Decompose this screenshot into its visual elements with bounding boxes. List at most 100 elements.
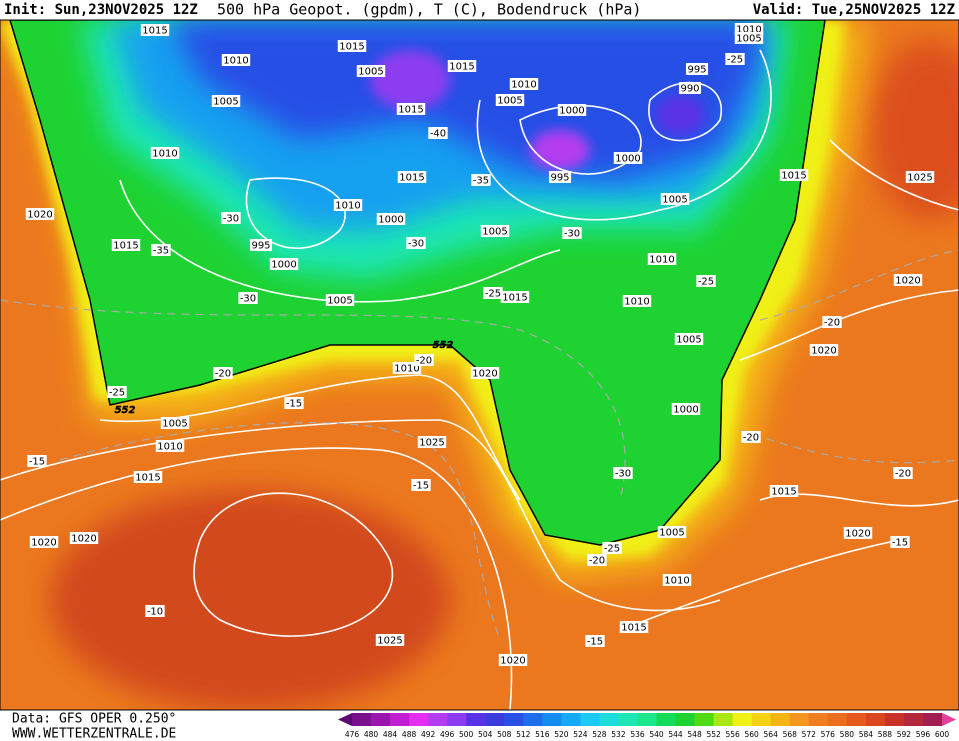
temperature-label: -25 [602, 542, 622, 555]
temperature-label-box [585, 635, 605, 647]
temperature-label-text: -25 [698, 277, 714, 288]
isobar-label-box [333, 199, 363, 211]
temperature-label: -10 [145, 605, 165, 618]
colorbar-label: 592 [897, 730, 912, 739]
colorbar-label: 600 [935, 730, 950, 739]
colorbar-label: 500 [459, 730, 474, 739]
colorbar-swatch [827, 713, 848, 726]
colorbar-swatch [656, 713, 677, 726]
isobar-label-text: 1025 [377, 636, 402, 647]
colorbar-label: 556 [725, 730, 740, 739]
isobar-label: 1025 [905, 171, 935, 184]
isobar-label: 1005 [657, 526, 687, 539]
isobar [245, 177, 346, 249]
isobar-label-text: 1005 [659, 528, 684, 539]
isobar-label: 1025 [375, 634, 405, 647]
isobar-label-box [376, 213, 406, 225]
isobar-label: 1000 [376, 213, 406, 226]
isobar-label: 1020 [809, 344, 839, 357]
isobar-label: 1010 [392, 362, 422, 375]
temperature-label: -30 [221, 212, 241, 225]
temperature-label: -15 [890, 536, 910, 549]
temperature-label: -20 [741, 431, 761, 444]
temperature-label-text: -10 [147, 607, 163, 618]
colorbar-label: 572 [802, 730, 817, 739]
temperature-label-text: -15 [413, 481, 429, 492]
isobar-label-text: 1005 [497, 96, 522, 107]
colorbar-swatch [618, 713, 638, 726]
isobar [829, 139, 959, 211]
isobar-label: 1000 [671, 403, 701, 416]
field-warm [50, 490, 450, 710]
isobar-label: 1010 [333, 199, 363, 212]
isobar-label-box [69, 532, 99, 544]
isobar-label-text: 1000 [378, 215, 403, 226]
isobar-label: 1010 [150, 147, 180, 160]
colorbar-label: 520 [554, 730, 569, 739]
temperature-label-box [893, 467, 913, 479]
isobar-label-text: 1015 [621, 623, 646, 634]
temperature-label-text: -25 [604, 544, 620, 555]
height-label: 552 [115, 405, 136, 416]
temperature-label-text: -30 [240, 294, 256, 305]
isobar-label-text: 1005 [162, 419, 187, 430]
colorbar-label: 516 [535, 730, 550, 739]
colorbar-swatch [523, 713, 543, 726]
colorbar-swatch [352, 713, 372, 726]
temperature-label-text: -30 [408, 239, 424, 250]
colorbar-label: 480 [364, 730, 379, 739]
isotherm [759, 249, 959, 321]
temperature-label-box [414, 354, 434, 366]
isobar-label-text: 1005 [327, 296, 352, 307]
colorbar-swatch [713, 713, 734, 726]
isobar-label-text: 1020 [811, 346, 836, 357]
isobar-label-box [495, 94, 525, 106]
isobar-label-box [548, 171, 572, 183]
temperature-label: -25 [483, 287, 503, 300]
colorbar: 476 480 484 488 492 496 500 504 508 512 516 520 524 5… [338, 713, 956, 739]
isobar [193, 492, 394, 637]
colorbar-swatch [504, 713, 524, 726]
isobar-label-text: 1015 [399, 173, 424, 184]
temperature-label: -15 [411, 479, 431, 492]
temperature-label: -25 [725, 53, 745, 66]
temperature-label-box [221, 212, 241, 224]
isobar-label-box [325, 294, 355, 306]
isobar-label-text: 1005 [676, 335, 701, 346]
colorbar-swatch [371, 713, 391, 726]
isobar-label: 1005 [356, 65, 386, 78]
isobar-label-box [29, 536, 59, 548]
isobar-label-text: 995 [550, 173, 569, 184]
map-title: 500 hPa Geopot. (gpdm), T (C), Bodendruc… [217, 1, 641, 19]
map-frame [0, 19, 959, 711]
temperature-label-box [411, 479, 431, 491]
isobar-label-text: 1010 [335, 201, 360, 212]
isobar-label: 1020 [498, 654, 528, 667]
temperature-label-box [696, 275, 716, 287]
isobar-label: 1015 [500, 291, 530, 304]
isobar-label-box [397, 171, 427, 183]
temperature-label: -20 [893, 467, 913, 480]
temperature-label-box [602, 542, 622, 554]
isobar-label-box [249, 239, 273, 251]
temperature-label: -35 [151, 244, 171, 257]
isobar-label-text: 1020 [472, 369, 497, 380]
colorbar-label: 588 [878, 730, 893, 739]
isobar-label-box [674, 333, 704, 345]
isobar-label-text: 1010 [152, 149, 177, 160]
temperature-label-box [107, 386, 127, 398]
map-labels: 1015 1010 1005 1010 1020 1015 995 1000 1005 1015 1… [25, 23, 935, 667]
temperature-label-box [145, 605, 165, 617]
colorbar-swatch [789, 713, 810, 726]
colorbar-swatch [466, 713, 486, 726]
colorbar-swatch [428, 713, 448, 726]
colorbar-swatch [580, 713, 600, 726]
colorbar-swatch [903, 713, 924, 726]
temperature-label-box [587, 554, 607, 566]
colorbar-swatch [390, 713, 410, 726]
temperature-label-box [741, 431, 761, 443]
temperature-label: -15 [27, 455, 47, 468]
isobar-label-text: 995 [251, 241, 270, 252]
temperature-label-box [151, 244, 171, 256]
